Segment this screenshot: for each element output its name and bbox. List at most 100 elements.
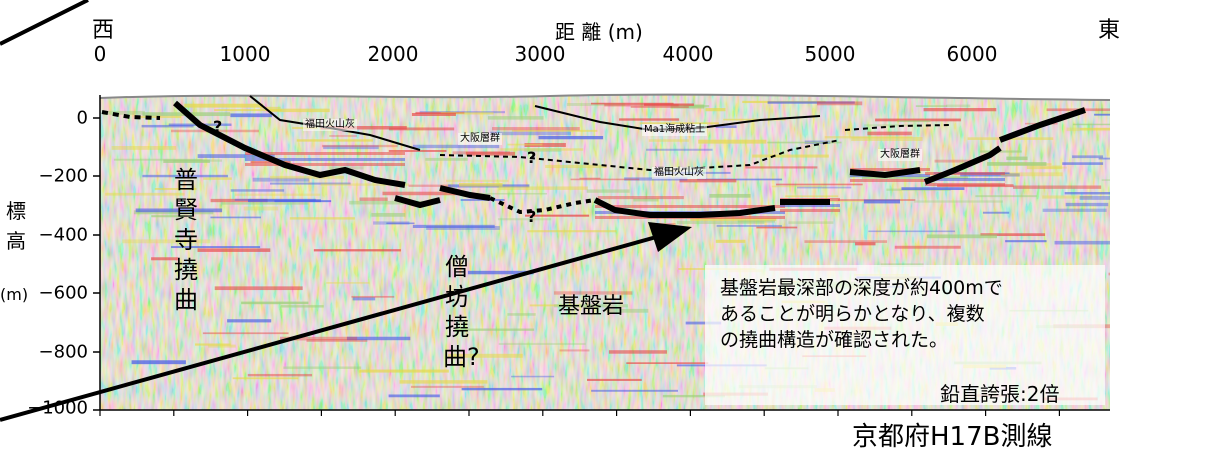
reflection-streak	[648, 139, 689, 142]
reflection-streak	[105, 192, 185, 196]
reflection-streak	[425, 157, 468, 161]
reflection-streak	[279, 336, 358, 341]
survey-line-caption: 京都府H17B測線	[852, 422, 1053, 452]
horizon-label-ma1-clay: Ma1海成粘土	[642, 124, 708, 136]
reflection-streak	[1062, 162, 1104, 165]
reflection-streak	[875, 118, 961, 122]
reflection-streak	[545, 164, 607, 169]
reflection-streak	[458, 192, 548, 195]
reflection-streak	[868, 230, 956, 233]
reflection-streak	[524, 143, 566, 147]
horizon-label-fukuda-ash-east: 福田火山灰	[652, 167, 706, 179]
reflection-streak	[267, 108, 330, 113]
reflection-streak	[662, 394, 726, 398]
reflection-streak	[202, 332, 289, 335]
reflection-streak	[487, 116, 544, 120]
reflection-streak	[371, 212, 406, 217]
reflection-streak	[111, 146, 177, 150]
reflection-streak	[676, 220, 765, 224]
reflection-streak	[507, 313, 536, 316]
reflection-streak	[715, 125, 737, 129]
reflection-streak	[945, 104, 971, 108]
vertical-exaggeration-label: 鉛直誇張:2倍	[940, 382, 1060, 406]
reflection-streak	[646, 148, 713, 151]
x-tick-label: 2000	[367, 42, 419, 66]
reflection-streak	[154, 187, 197, 190]
reflection-streak	[538, 135, 604, 140]
reflection-streak	[440, 112, 494, 115]
basement-reflection	[925, 178, 1005, 181]
reflection-streak	[498, 342, 586, 345]
reflection-streak	[320, 126, 407, 130]
reflection-streak	[897, 120, 931, 123]
reflection-streak	[252, 177, 310, 182]
reflection-streak	[459, 182, 503, 187]
reflection-streak	[283, 366, 362, 369]
x-tick-label: 4000	[662, 42, 714, 66]
reflection-streak	[797, 186, 852, 189]
reflection-streak	[352, 297, 376, 301]
reflection-streak	[709, 193, 751, 198]
reflection-streak	[230, 189, 285, 192]
reflection-streak	[1012, 185, 1102, 189]
reflection-streak	[326, 281, 370, 284]
reflection-streak	[151, 215, 185, 218]
x-tick-label: 5000	[804, 42, 856, 66]
reflection-streak	[723, 118, 786, 121]
reflection-streak	[1101, 179, 1110, 182]
basement-line-west	[173, 100, 406, 188]
reflection-streak	[102, 110, 145, 115]
reflection-streak	[247, 199, 321, 203]
reflection-streak	[184, 103, 263, 108]
reflection-streak	[415, 111, 465, 114]
x-tick-label: 1000	[219, 42, 271, 66]
basement-reflection	[245, 163, 405, 166]
reflection-streak	[630, 106, 689, 108]
reflection-streak	[867, 131, 912, 136]
reflection-streak	[194, 343, 231, 346]
reflection-streak	[586, 378, 642, 381]
axes	[93, 95, 1110, 416]
reflection-streak	[863, 199, 901, 204]
basement-reflection	[850, 179, 930, 182]
reflection-streak	[241, 301, 309, 305]
question-mark-1: ?	[213, 117, 222, 136]
reflection-streak	[979, 150, 1022, 153]
reflection-streak	[346, 336, 411, 341]
reflection-streak	[570, 178, 640, 181]
reflection-streak	[789, 200, 875, 203]
reflection-streak	[1042, 195, 1093, 199]
reflection-streak	[412, 224, 495, 228]
reflection-streak	[1079, 196, 1110, 200]
y-tick-label: −800	[38, 341, 88, 363]
reflection-streak	[586, 189, 630, 193]
reflection-streak	[1005, 240, 1047, 243]
reflection-streak	[214, 109, 282, 112]
basement-line-seg3	[439, 185, 491, 201]
basement-dotted-west	[101, 110, 161, 120]
reflection-streak	[861, 175, 889, 179]
reflection-streak	[296, 139, 373, 142]
reflection-streak	[579, 177, 601, 180]
west-label: 西	[92, 18, 115, 43]
reflection-streak	[926, 234, 997, 239]
basement-reflection	[850, 168, 930, 171]
reflection-streak	[507, 143, 543, 146]
reflection-streak	[351, 295, 395, 298]
reflection-streak	[923, 108, 997, 112]
reflection-streak	[705, 108, 726, 112]
reflection-streak	[915, 105, 948, 107]
reflection-streak	[460, 199, 505, 201]
reflection-streak	[767, 101, 855, 104]
reflection-streak	[230, 113, 272, 118]
reflection-streak	[386, 222, 415, 225]
reflection-streak	[619, 118, 680, 121]
reflection-streak	[987, 162, 1047, 166]
reflection-streak	[824, 136, 913, 139]
reflection-streak	[698, 139, 767, 144]
basement-reflection	[780, 209, 840, 212]
reflection-streak	[591, 389, 678, 392]
reflection-streak	[214, 286, 303, 291]
reflection-streak	[321, 144, 398, 148]
